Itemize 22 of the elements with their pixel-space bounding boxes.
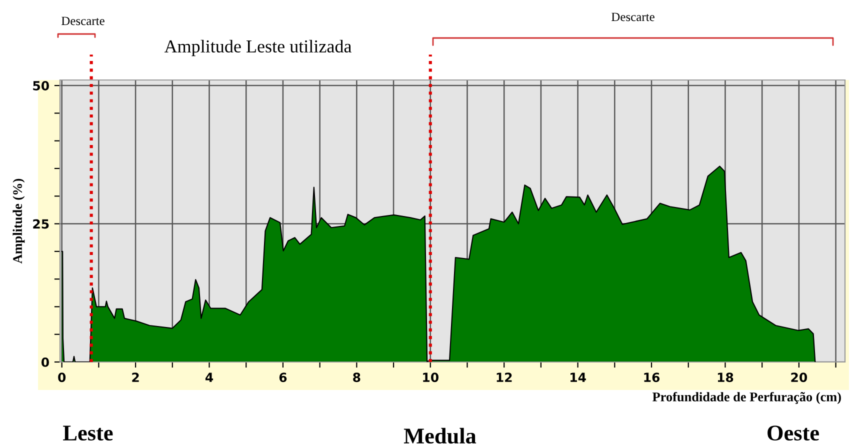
- x-tick-label: 2: [132, 372, 139, 382]
- x-tick-label: 6: [279, 372, 287, 382]
- x-axis-title: Profundidade de Perfuração (cm): [652, 392, 841, 404]
- x-tick-label: 16: [644, 372, 660, 382]
- y-tick-label: 50: [33, 81, 49, 90]
- x-tick-label: 14: [570, 372, 586, 382]
- x-tick-label: 4: [205, 372, 214, 382]
- text: Descarte: [62, 16, 104, 26]
- x-tick-label: 18: [718, 372, 734, 382]
- text: Leste: [63, 426, 113, 441]
- x-tick-label: 8: [353, 372, 360, 382]
- text: Amplitude Leste utilizada: [164, 40, 352, 56]
- y-tick-label: 0: [41, 357, 49, 367]
- x-tick-label: 12: [496, 372, 512, 382]
- text: Medula: [404, 428, 476, 444]
- text: Descarte: [612, 12, 654, 22]
- x-tick-label: 20: [791, 372, 808, 382]
- x-tick-label: 0: [58, 372, 66, 382]
- y-axis-title: Amplitude (%): [12, 178, 25, 264]
- y-tick-label: 25: [33, 219, 49, 229]
- text: Oeste: [768, 426, 819, 441]
- x-tick-label: 10: [423, 372, 438, 382]
